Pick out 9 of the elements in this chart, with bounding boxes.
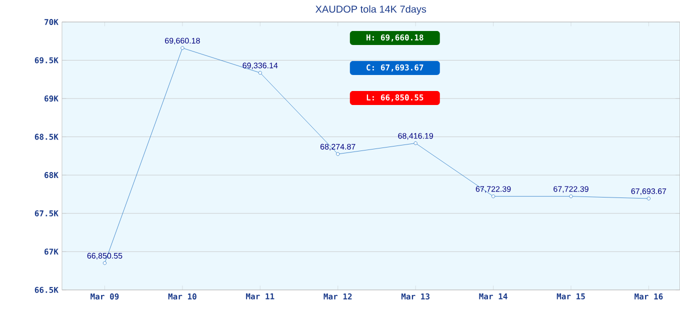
point — [646, 196, 651, 200]
point — [180, 46, 184, 50]
point — [102, 261, 107, 265]
point — [258, 71, 262, 75]
point — [491, 194, 496, 198]
point — [336, 152, 340, 156]
chart-title: XAUDOP tola 14K 7days — [316, 5, 426, 15]
point — [414, 141, 418, 146]
point — [569, 194, 573, 198]
